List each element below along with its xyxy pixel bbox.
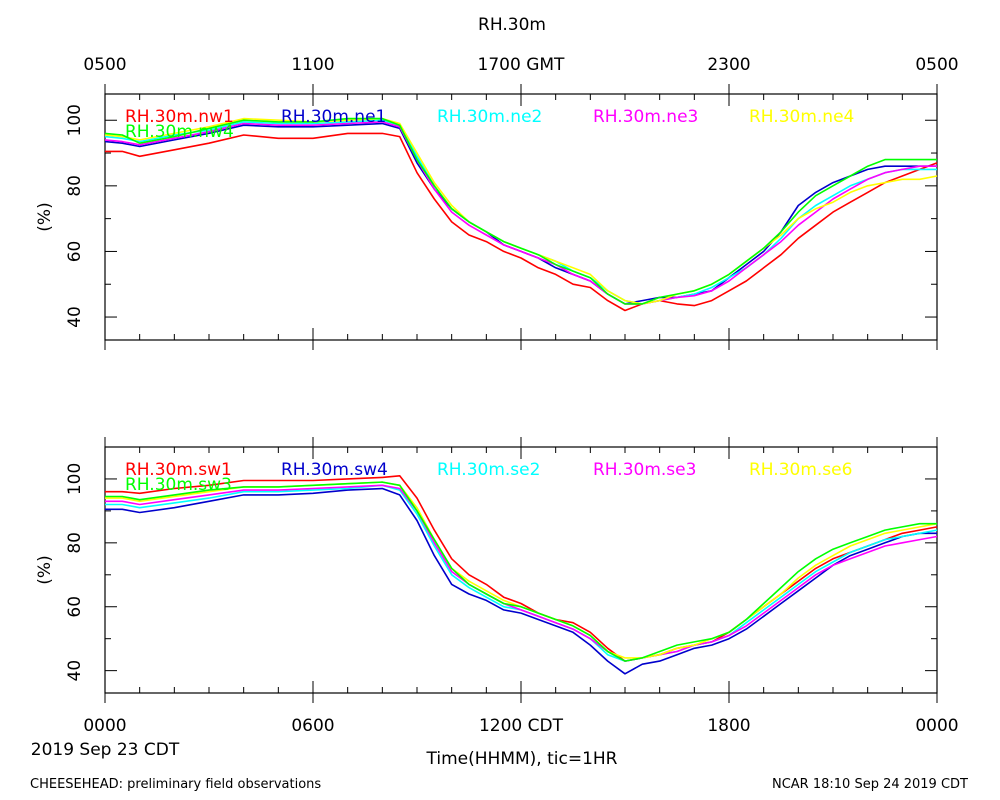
legend-label-RH.30m.sw4: RH.30m.sw4 (281, 460, 388, 480)
gmt-tick-labels: 0500 1100 1700 GMT 2300 0500 (83, 55, 958, 75)
series-line-RH.30m.sw4 (105, 487, 937, 675)
cdt-tick-label: 1200 CDT (479, 716, 564, 736)
legend-label-RH.30m.ne4: RH.30m.ne4 (749, 107, 854, 127)
cdt-tick-labels: 0000 0600 1200 CDT 1800 0000 (83, 716, 958, 736)
legend-label-RH.30m.nw4: RH.30m.nw4 (125, 122, 234, 142)
legend-label-RH.30m.ne3: RH.30m.ne3 (593, 107, 698, 127)
x-axis-label: Time(HHMM), tic=1HR (426, 749, 618, 769)
y-tick-label: 100 (65, 463, 85, 495)
y-tick-label: 100 (65, 104, 85, 136)
cdt-tick-label: 0000 (83, 716, 126, 736)
series-line-RH.30m.se2 (105, 484, 938, 662)
legend-label-RH.30m.se3: RH.30m.se3 (593, 460, 696, 480)
plot-panel-south: 40 60 80 100 (%) RH.30m.sw1 RH.30m.sw4 RH.30m.s… (35, 437, 938, 703)
series-line-RH.30m.ne2 (104, 119, 937, 305)
y-axis-label: (%) (35, 555, 55, 584)
date-label: 2019 Sep 23 CDT (31, 740, 180, 760)
series-line-RH.30m.sw3 (105, 481, 937, 662)
y-tick-label: 80 (65, 175, 85, 197)
legend-label-RH.30m.ne2: RH.30m.ne2 (437, 107, 542, 127)
gmt-tick-label: 0500 (915, 55, 958, 75)
cdt-tick-label: 0000 (915, 716, 958, 736)
y-tick-label: 60 (65, 596, 85, 618)
legend-label-RH.30m.sw3: RH.30m.sw3 (125, 475, 232, 495)
legend-label-RH.30m.ne1: RH.30m.ne1 (281, 107, 386, 127)
series-line-RH.30m.ne3 (104, 121, 937, 305)
series-line-RH.30m.ne4 (104, 117, 938, 305)
figure-title: RH.30m (478, 15, 546, 35)
y-tick-label: 40 (65, 660, 85, 682)
series-line-RH.30m.nw1 (105, 132, 938, 312)
plot-panel-north: 40 60 80 100 (%) RH.30m.nw1 RH.30m.ne1 RH.30m.n… (35, 84, 938, 350)
y-tick-label: 60 (65, 241, 85, 263)
cdt-tick-label: 1800 (707, 716, 750, 736)
series-line-RH.30m.se3 (105, 484, 938, 662)
gmt-tick-label: 1100 (291, 55, 334, 75)
series-line-RH.30m.nw4 (104, 117, 937, 305)
legend-label-RH.30m.sw1: RH.30m.sw1 (125, 460, 232, 480)
gmt-tick-label: 0500 (83, 55, 126, 75)
y-tick-label: 40 (65, 306, 85, 328)
footer-left: CHEESEHEAD: preliminary field observatio… (30, 777, 321, 792)
legend-label-RH.30m.se6: RH.30m.se6 (749, 460, 852, 480)
legend-label-RH.30m.se2: RH.30m.se2 (437, 460, 540, 480)
y-axis-label: (%) (35, 202, 55, 231)
y-tick-label: 80 (65, 532, 85, 554)
series-line-RH.30m.sw1 (105, 474, 938, 662)
gmt-tick-label: 1700 GMT (478, 55, 566, 75)
cdt-tick-label: 0600 (291, 716, 334, 736)
footer-right: NCAR 18:10 Sep 24 2019 CDT (772, 777, 968, 792)
legend-label-RH.30m.nw1: RH.30m.nw1 (125, 107, 234, 127)
gmt-tick-label: 2300 (707, 55, 750, 75)
series-line-RH.30m.ne1 (104, 122, 937, 305)
